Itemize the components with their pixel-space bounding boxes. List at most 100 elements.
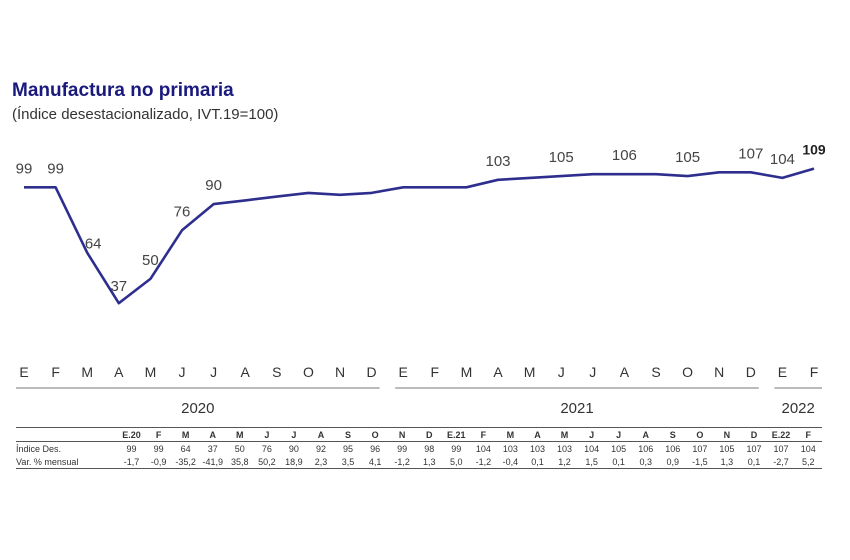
year-label: 2020 <box>181 400 214 417</box>
table-body: Índice Des. 99 99 64 37 50 76 90 92 95 96 99 98 99 104… <box>16 442 822 469</box>
data-label: 90 <box>205 177 222 194</box>
table-cell: 1,2 <box>551 455 579 469</box>
x-tick-label: F <box>431 364 440 380</box>
x-tick-label: F <box>810 364 819 380</box>
data-label: 64 <box>85 236 102 253</box>
table-cell: -1,2 <box>469 455 497 469</box>
table-header-cell: F <box>145 427 173 442</box>
table-cell: 35,8 <box>226 455 254 469</box>
table-cell: 4,1 <box>361 455 389 469</box>
data-table: E.20 F M A M J J A S O N D E.21 F M A M J J A S O N D E.22 F Índi… <box>16 427 822 469</box>
table-cell: -1,2 <box>388 455 416 469</box>
data-label: 105 <box>549 149 574 166</box>
x-tick-label: S <box>651 364 660 380</box>
table-cell: 105 <box>611 443 627 454</box>
table-cell: 37 <box>207 443 218 454</box>
table-header-cell: A <box>199 427 227 442</box>
data-label: 50 <box>142 252 159 269</box>
x-tick-label: A <box>493 364 503 380</box>
x-tick-label: O <box>303 364 314 380</box>
x-tick-label: O <box>682 364 693 380</box>
data-label: 99 <box>47 160 64 177</box>
table-header-cell: J <box>280 427 308 442</box>
table-header-cell: E.20 <box>118 427 146 442</box>
table-header-cell: A <box>523 427 551 442</box>
table-cell: 92 <box>315 443 326 454</box>
table-cell: 99 <box>153 443 164 454</box>
table-cell: 0,9 <box>659 455 687 469</box>
table-header-cell: F <box>794 427 822 442</box>
table-cell: 64 <box>180 443 191 454</box>
data-label: 76 <box>174 203 191 220</box>
table-cell: 103 <box>502 443 518 454</box>
table-cell: 1,3 <box>415 455 443 469</box>
table-header-cell: A <box>307 427 335 442</box>
table-header-cell: M <box>226 427 254 442</box>
table-cell: 104 <box>584 443 600 454</box>
x-tick-label: J <box>210 364 217 380</box>
x-tick-label: M <box>461 364 473 380</box>
table-header-cell: S <box>334 427 362 442</box>
table-header-cell: N <box>388 427 416 442</box>
x-tick-label: N <box>714 364 724 380</box>
x-tick-label: M <box>81 364 93 380</box>
x-tick-label: D <box>746 364 756 380</box>
table-cell: 5,2 <box>794 455 822 469</box>
table-header-cell: N <box>713 427 741 442</box>
table-cell: 96 <box>370 443 381 454</box>
table-cell: 76 <box>261 443 272 454</box>
x-tick-label: D <box>367 364 377 380</box>
table-header-cell: J <box>578 427 606 442</box>
table-cell: -1,5 <box>686 455 714 469</box>
table-row: Var. % mensual -1,7 -0,9 -35,2 -41,9 35,8 50,2… <box>16 455 822 469</box>
x-tick-label: J <box>558 364 565 380</box>
table-cell: 1,5 <box>578 455 606 469</box>
table-cell: 18,9 <box>280 455 308 469</box>
table-cell: 107 <box>773 443 789 454</box>
table-cell: 0,1 <box>523 455 551 469</box>
table-header-cell: S <box>659 427 687 442</box>
table-row-label: Var. % mensual <box>16 455 118 469</box>
x-tick-label: M <box>145 364 157 380</box>
x-tick-label: M <box>524 364 536 380</box>
table-header-cell: M <box>172 427 200 442</box>
series-line <box>24 167 815 305</box>
table-header-cell: A <box>632 427 660 442</box>
table-cell: -41,9 <box>199 455 227 469</box>
data-label: 106 <box>612 147 637 164</box>
table-cell: -0,9 <box>145 455 173 469</box>
year-label: 2022 <box>782 400 815 417</box>
table-cell: 107 <box>692 443 708 454</box>
x-tick-label: N <box>335 364 345 380</box>
table-cell: 2,3 <box>307 455 335 469</box>
table-cell: 50,2 <box>253 455 281 469</box>
x-tick-label: A <box>241 364 251 380</box>
table-cell: 106 <box>665 443 681 454</box>
table-cell: 0,1 <box>740 455 768 469</box>
table-cell: 106 <box>638 443 654 454</box>
table-header-cell: E.21 <box>442 427 470 442</box>
table-cell: 0,3 <box>632 455 660 469</box>
data-label: 105 <box>675 149 700 166</box>
data-label: 99 <box>16 160 33 177</box>
table-header-cell: O <box>361 427 389 442</box>
table-cell: 103 <box>557 443 573 454</box>
table-cell: 90 <box>288 443 299 454</box>
chart-title: Manufactura no primaria <box>12 80 234 101</box>
table-header-cell: D <box>415 427 443 442</box>
table-cell: -35,2 <box>172 455 200 469</box>
table-header-cell: M <box>496 427 524 442</box>
table-cell: 99 <box>397 443 408 454</box>
table-cell: 104 <box>800 443 816 454</box>
data-label: 109 <box>802 142 826 158</box>
x-tick-label: F <box>51 364 60 380</box>
table-header-cell: F <box>469 427 497 442</box>
table-cell: 1,3 <box>713 455 741 469</box>
table-header-cell: J <box>605 427 633 442</box>
x-tick-label: S <box>272 364 281 380</box>
table-cell: 104 <box>475 443 491 454</box>
year-label: 2021 <box>560 400 593 417</box>
table-cell: 105 <box>719 443 735 454</box>
table-cell: -0,4 <box>496 455 524 469</box>
table-cell: -2,7 <box>767 455 795 469</box>
